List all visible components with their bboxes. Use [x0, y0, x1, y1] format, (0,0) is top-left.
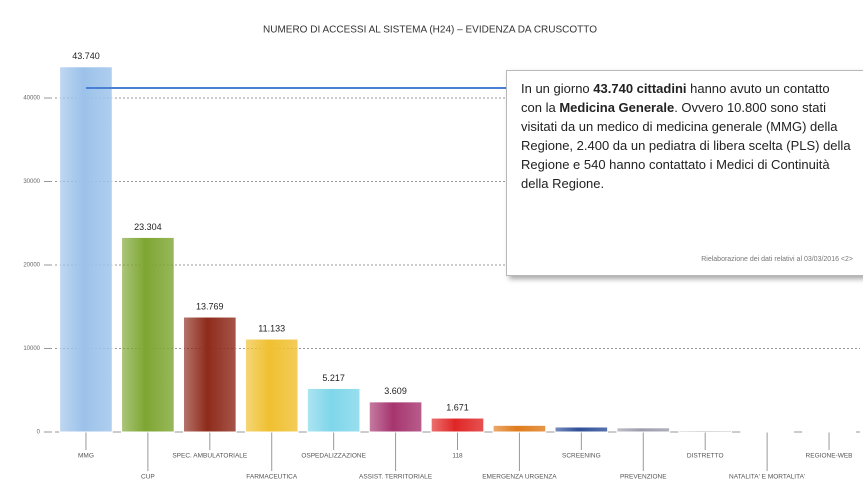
callout-segment: . Ovvero 10.800 sono stati visitati da u… [521, 100, 851, 191]
bar [244, 338, 299, 433]
y-tick-label: 0 [37, 430, 41, 436]
x-tick-label: MMG [78, 453, 94, 460]
x-tick-label: PREVENZIONE [620, 474, 667, 481]
bar [306, 387, 361, 433]
data-label: 43.740 [72, 51, 100, 61]
data-label: 11.133 [258, 323, 285, 333]
data-label: 3.609 [384, 386, 407, 396]
bar [182, 316, 237, 433]
y-tick-label: 10000 [23, 346, 40, 352]
y-tick-label: 40000 [23, 96, 40, 102]
y-tick-label: 20000 [23, 263, 40, 269]
chart-title: NUMERO DI ACCESSI AL SISTEMA (H24) – EVI… [263, 25, 597, 36]
x-tick-label: ASSIST. TERRITORIALE [359, 474, 433, 481]
callout: In un giorno 43.740 cittadini hanno avut… [506, 70, 863, 276]
bar [678, 430, 733, 433]
x-tick-label: OSPEDALIZZAZIONE [301, 453, 366, 460]
bar [368, 401, 423, 433]
x-tick-label: FARMACEUTICA [246, 474, 298, 481]
bar [740, 430, 794, 433]
x-tick-label: EMERGENZA URGENZA [482, 474, 557, 481]
callout-segment: Medicina Generale [559, 100, 675, 115]
x-tick-label: REGIONE-WEB [806, 453, 853, 460]
x-tick-label: SPEC. AMBULATORIALE [172, 453, 248, 460]
data-label: 23.304 [134, 222, 162, 232]
bar [430, 417, 485, 433]
callout-segment: 43.740 cittadini [593, 81, 687, 96]
data-label: 1.671 [446, 402, 469, 412]
callout-note: Rielaborazione dei dati relativi al 03/0… [701, 256, 853, 263]
data-label: 13.769 [196, 301, 224, 311]
callout-segment: In un giorno [521, 81, 594, 96]
bar [492, 424, 547, 433]
x-tick-label: 118 [452, 453, 463, 460]
bar [554, 426, 609, 433]
bar [121, 236, 175, 433]
x-tick-label: CUP [141, 474, 155, 481]
callout-text: In un giorno 43.740 cittadini hanno avut… [521, 81, 851, 191]
x-tick-label: DISTRETTO [687, 453, 724, 460]
bar [59, 66, 113, 433]
callout-segment: hanno avuto un contatto con la [521, 81, 830, 115]
data-label: 5.217 [322, 373, 345, 383]
x-tick-label: SCREENING [562, 453, 601, 460]
x-tick-label: NATALITA' E MORTALITA' [729, 474, 805, 481]
bar [616, 427, 671, 433]
y-tick-label: 30000 [23, 179, 40, 185]
